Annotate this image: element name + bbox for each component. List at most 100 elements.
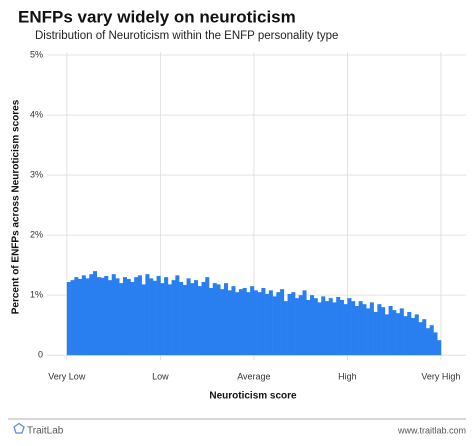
bar <box>388 305 393 356</box>
y-tick-label: 4% <box>30 109 43 119</box>
bar <box>93 271 98 356</box>
bar <box>268 290 273 356</box>
bar <box>149 278 154 356</box>
bar <box>336 296 341 356</box>
bar <box>280 289 285 356</box>
bar <box>358 301 363 356</box>
x-tick-label: Very High <box>421 371 460 381</box>
bar <box>317 302 322 356</box>
bar <box>119 283 124 356</box>
bar <box>134 277 139 356</box>
bar <box>369 302 374 356</box>
bar <box>437 340 442 356</box>
bar <box>205 277 210 356</box>
x-tick-label: High <box>338 371 357 381</box>
bar <box>422 319 427 356</box>
bar <box>182 284 187 356</box>
x-tick-label: Average <box>237 371 270 381</box>
bar <box>242 287 247 356</box>
bar <box>392 310 397 356</box>
bar <box>208 287 214 356</box>
y-tick-label: 1% <box>30 290 43 300</box>
bar <box>306 299 311 356</box>
bar <box>339 299 344 356</box>
bar <box>107 280 113 356</box>
bar <box>411 317 416 356</box>
y-tick-label: 2% <box>30 229 43 239</box>
bar <box>175 275 180 356</box>
bar <box>179 281 184 356</box>
chart-subtitle: Distribution of Neuroticism within the E… <box>35 30 338 42</box>
bar <box>298 295 303 356</box>
bar <box>377 304 382 356</box>
bar <box>321 296 326 356</box>
bar <box>89 274 94 356</box>
footer-brand: TraitLab <box>27 426 64 437</box>
bar <box>433 332 438 356</box>
bar <box>332 302 337 356</box>
bar <box>220 289 225 356</box>
bar <box>70 280 75 356</box>
bar <box>309 295 315 356</box>
bar <box>425 328 431 356</box>
bar <box>403 316 408 356</box>
bar <box>362 304 367 356</box>
bar <box>227 290 232 356</box>
footer-url: www.traitlab.com <box>397 425 466 435</box>
bar <box>104 275 109 356</box>
bar <box>373 311 378 356</box>
bar <box>302 290 307 356</box>
bar <box>145 274 150 356</box>
bar <box>343 304 348 356</box>
bar <box>152 280 157 356</box>
bar <box>396 313 401 356</box>
bar <box>186 278 191 356</box>
bar <box>74 277 79 356</box>
bar <box>381 307 386 356</box>
bar <box>171 280 176 356</box>
bar <box>414 314 419 356</box>
bar <box>253 290 258 356</box>
bar <box>66 281 71 356</box>
y-axis-label: Percent of ENFPs across Neuroticism scor… <box>11 99 22 314</box>
bar <box>257 292 262 356</box>
bar <box>261 287 266 356</box>
bar <box>100 277 105 356</box>
bar <box>235 292 240 356</box>
bar <box>190 283 195 356</box>
bar <box>283 301 288 356</box>
y-tick-label: 0 <box>38 350 43 360</box>
bar <box>96 277 101 356</box>
bar <box>126 278 131 356</box>
bar <box>250 286 255 356</box>
bar <box>354 305 359 356</box>
y-tick-label: 5% <box>30 49 43 59</box>
bar <box>399 308 404 356</box>
bar <box>111 274 116 356</box>
brand-icon <box>13 422 25 434</box>
bar <box>366 308 371 356</box>
bar <box>81 275 86 356</box>
bar <box>265 293 270 356</box>
bar <box>313 298 318 356</box>
bar <box>122 277 127 356</box>
bar <box>194 280 199 356</box>
bar <box>78 278 83 356</box>
bar <box>384 314 389 356</box>
x-tick-label: Low <box>152 371 169 381</box>
bar <box>212 283 217 356</box>
bar <box>160 283 165 356</box>
bar <box>324 301 330 356</box>
bar <box>276 292 281 356</box>
bar <box>287 293 292 356</box>
bar <box>167 284 172 356</box>
bar <box>141 284 146 356</box>
bar <box>291 292 296 356</box>
bar <box>231 286 236 356</box>
bar <box>223 283 228 356</box>
bar <box>197 286 202 356</box>
bar <box>328 298 333 356</box>
bar <box>156 275 161 356</box>
bar <box>295 298 300 356</box>
